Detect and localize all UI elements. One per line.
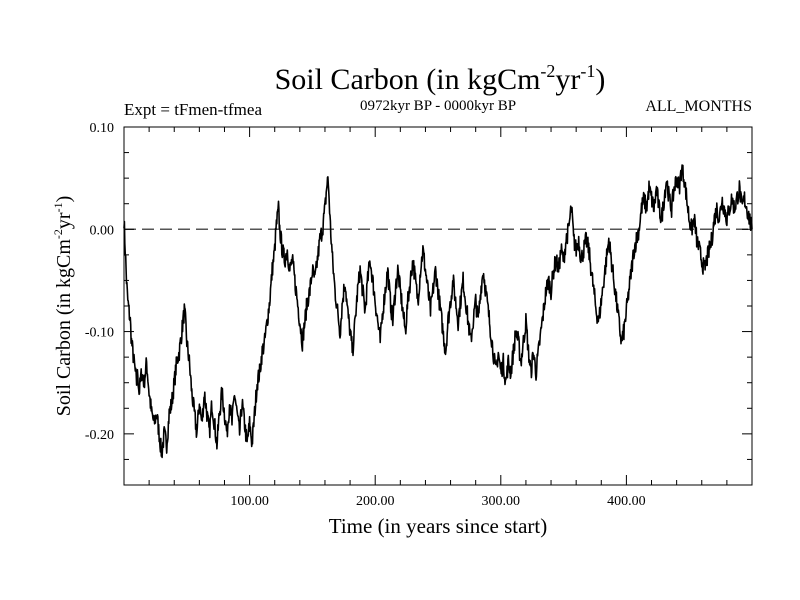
x-tick-label: 400.00: [607, 494, 646, 509]
y-tick-label: 0.00: [90, 223, 115, 238]
chart-title-sup2: -1: [580, 61, 595, 81]
chart-title-main: Soil Carbon (in kgCm: [275, 63, 541, 96]
x-tick-label: 200.00: [356, 494, 395, 509]
y-tick-label: -0.20: [85, 428, 114, 443]
expt-label: Expt = tFmen-tfmea: [124, 100, 262, 119]
x-tick-label: 300.00: [482, 494, 521, 509]
axis-ticks: 100.00 200.00 300.00 400.00 0.10 0.00 -0.10 -0.…: [85, 121, 752, 509]
y-axis-label: Soil Carbon (in kgCm-2yr-1): [51, 196, 75, 417]
x-axis-label: Time (in years since start): [329, 514, 548, 538]
y-axis-label-mid: yr: [53, 212, 75, 229]
months-label: ALL_MONTHS: [645, 98, 752, 115]
chart-title: Soil Carbon (in kgCm-2yr-1): [275, 61, 606, 96]
y-axis-label-sup1: -2: [51, 229, 65, 239]
y-tick-label: -0.10: [85, 326, 114, 341]
chart-title-end: ): [595, 63, 605, 96]
y-axis-label-main: Soil Carbon (in kgCm: [53, 239, 75, 417]
soil-carbon-series-line: [123, 164, 753, 459]
y-axis-label-end: ): [53, 196, 75, 203]
y-axis-label-sup2: -1: [51, 202, 65, 212]
x-tick-label: 100.00: [230, 494, 269, 509]
chart-title-sup1: -2: [540, 61, 555, 81]
period-label: 0972kyr BP - 0000kyr BP: [360, 98, 516, 114]
y-tick-label: 0.10: [90, 121, 115, 136]
chart-title-mid: yr: [555, 63, 580, 96]
